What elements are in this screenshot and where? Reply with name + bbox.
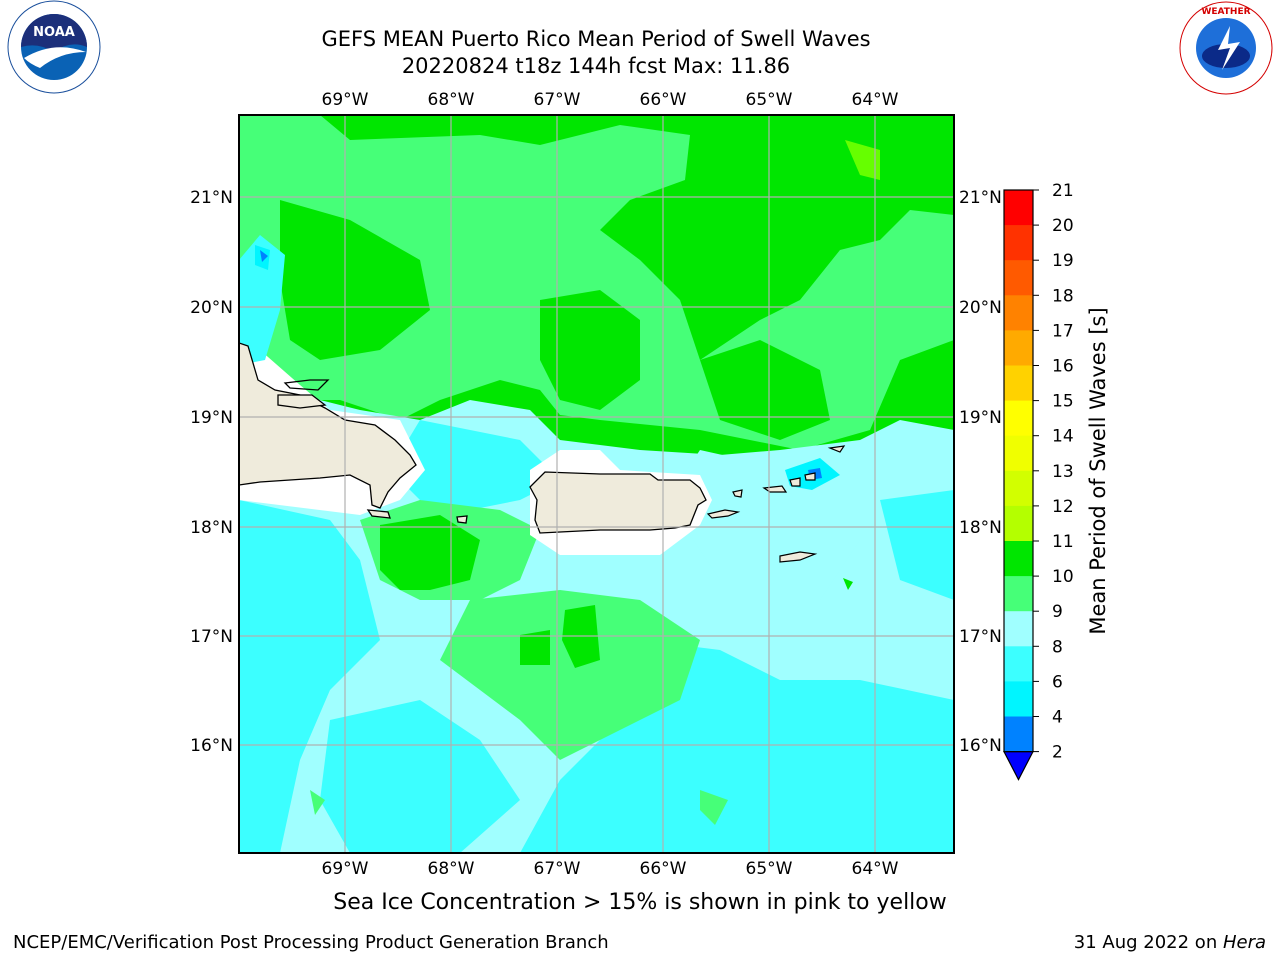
colorbar-tick-label: 9	[1052, 602, 1063, 622]
lon-label: 68°W	[428, 859, 475, 879]
lat-label: 18°N	[959, 518, 1002, 538]
colorbar-segment	[1004, 541, 1033, 577]
lon-label: 65°W	[746, 859, 793, 879]
lat-labels-right: 21°N 20°N 19°N 18°N 17°N 16°N	[959, 188, 1002, 756]
sea-ice-note: Sea Ice Concentration > 15% is shown in …	[333, 890, 947, 915]
colorbar-segment	[1004, 190, 1033, 226]
colorbar-tick-label: 20	[1052, 216, 1074, 236]
colorbar-tick-label: 6	[1052, 672, 1063, 692]
lat-label: 17°N	[959, 627, 1002, 647]
chart-title: GEFS MEAN Puerto Rico Mean Period of Swe…	[321, 27, 871, 51]
svg-text:NOAA: NOAA	[33, 25, 75, 40]
lat-label: 16°N	[190, 736, 233, 756]
colorbar	[1003, 189, 1034, 781]
lon-label: 68°W	[428, 90, 475, 110]
colorbar-tick-label: 13	[1052, 462, 1074, 482]
map-frame	[238, 114, 955, 854]
colorbar-ticks: 21 20 19 18 17 16 15 14 13 12 11 10 9 8 6 4 2	[1033, 181, 1074, 763]
colorbar-segment	[1004, 470, 1033, 507]
colorbar-label: Mean Period of Swell Waves [s]	[1086, 307, 1110, 634]
lon-label: 69°W	[322, 90, 369, 110]
lat-label: 19°N	[190, 408, 233, 428]
colorbar-segment	[1004, 681, 1033, 717]
colorbar-tick-label: 11	[1052, 532, 1074, 552]
colorbar-segment	[1004, 330, 1033, 366]
lon-label: 67°W	[534, 859, 581, 879]
lat-label: 20°N	[959, 298, 1002, 318]
colorbar-tick-label: 17	[1052, 321, 1074, 341]
nws-logo: WEATHER	[1179, 1, 1273, 95]
colorbar-segment	[1004, 365, 1033, 402]
lon-label: 66°W	[640, 90, 687, 110]
lat-label: 18°N	[190, 518, 233, 538]
lat-label: 21°N	[190, 188, 233, 208]
svg-text:WEATHER: WEATHER	[1201, 7, 1250, 17]
lat-label: 21°N	[959, 188, 1002, 208]
colorbar-tick-label: 18	[1052, 286, 1074, 306]
colorbar-segment	[1004, 295, 1033, 331]
footer-date: 31 Aug 2022 on Hera	[1074, 932, 1266, 953]
footer-date-text: 31 Aug 2022 on	[1073, 932, 1223, 953]
lat-label: 17°N	[190, 627, 233, 647]
lon-labels-top: 69°W 68°W 67°W 66°W 65°W 64°W	[322, 90, 899, 110]
lat-label: 16°N	[959, 736, 1002, 756]
lon-label: 69°W	[322, 859, 369, 879]
colorbar-tick-label: 8	[1052, 637, 1063, 657]
chart-subtitle: 20220824 t18z 144h fcst Max: 11.86	[401, 54, 791, 78]
colorbar-tick-label: 10	[1052, 567, 1074, 587]
footer-branch: NCEP/EMC/Verification Post Processing Pr…	[13, 932, 609, 953]
lon-label: 64°W	[852, 859, 899, 879]
lon-label: 67°W	[534, 90, 581, 110]
colorbar-tick-label: 4	[1052, 708, 1063, 728]
colorbar-tick-label: 19	[1052, 251, 1074, 271]
lat-label: 19°N	[959, 408, 1002, 428]
colorbar-segment	[1004, 225, 1033, 261]
colorbar-segment	[1004, 611, 1033, 647]
colorbar-tick-label: 12	[1052, 497, 1074, 517]
colorbar-segment	[1004, 646, 1033, 682]
lon-labels-bottom: 69°W 68°W 67°W 66°W 65°W 64°W	[322, 859, 899, 879]
lon-label: 64°W	[852, 90, 899, 110]
colorbar-tick-label: 14	[1052, 427, 1074, 447]
colorbar-tick-label: 16	[1052, 357, 1074, 377]
land-puerto-rico	[529, 471, 707, 534]
colorbar-tick-label: 21	[1052, 181, 1074, 201]
colorbar-under-extension	[1003, 751, 1034, 781]
colorbar-tick-label: 15	[1052, 392, 1074, 412]
lon-label: 66°W	[640, 859, 687, 879]
lon-label: 65°W	[746, 90, 793, 110]
colorbar-segment	[1004, 576, 1033, 612]
colorbar-segment	[1004, 260, 1033, 296]
gridlines	[239, 115, 954, 853]
land-hispaniola	[239, 342, 417, 509]
colorbar-segment	[1004, 400, 1033, 437]
colorbar-segment	[1004, 505, 1033, 542]
footer-host: Hera	[1222, 932, 1266, 953]
colorbar-tick-label: 2	[1052, 743, 1063, 763]
lat-label: 20°N	[190, 298, 233, 318]
noaa-logo: NOAA	[7, 0, 101, 94]
colorbar-segment	[1004, 716, 1033, 753]
lat-labels-left: 21°N 20°N 19°N 18°N 17°N 16°N	[190, 188, 233, 756]
colorbar-segment	[1004, 435, 1033, 472]
